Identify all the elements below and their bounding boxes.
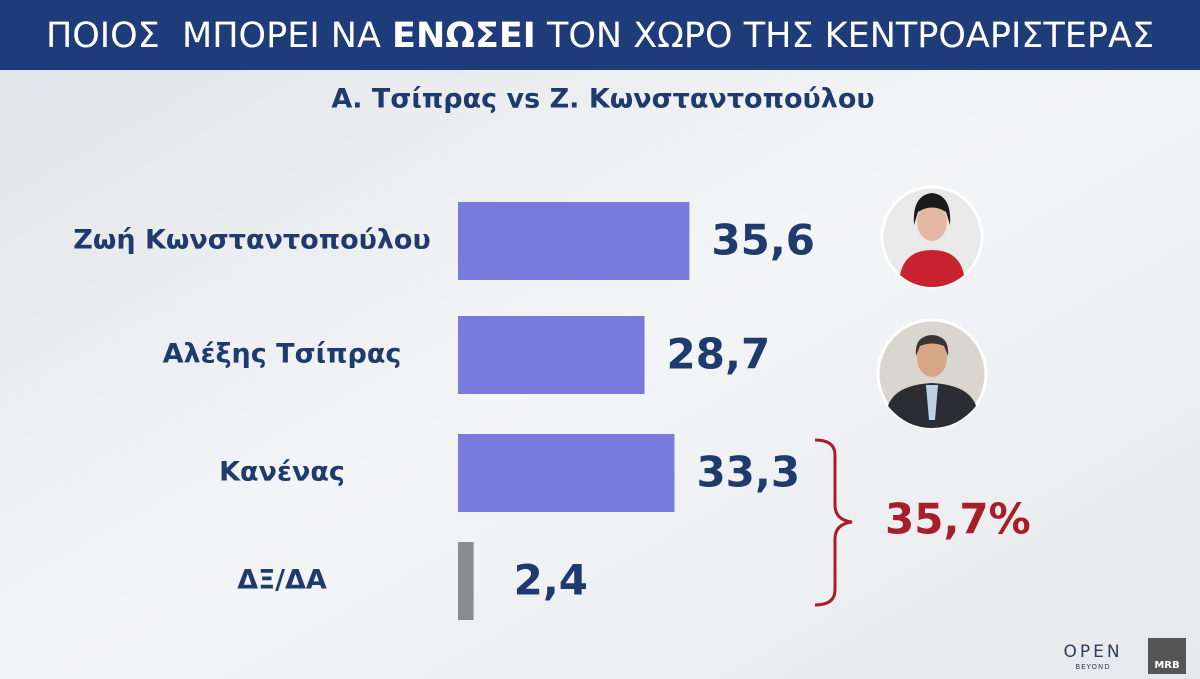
bracket — [814, 438, 853, 607]
value-label: 35,6 — [711, 216, 815, 265]
logo-open: OPEN — [1063, 642, 1122, 662]
bar — [458, 202, 690, 280]
category-label: Ζωή Κωνσταντοπούλου — [73, 225, 430, 256]
bar — [458, 434, 675, 512]
annotation: 35,7% — [885, 495, 1031, 544]
title-part: ΠΟΙΟΣ ΜΠΟΡΕΙ ΝΑ — [46, 16, 392, 56]
title-part: ΕΝΩΣΕΙ — [392, 16, 536, 56]
category-label: Αλέξης Τσίπρας — [163, 339, 402, 370]
photo-tsipras — [876, 318, 988, 430]
logo-beyond: BEYOND — [1075, 663, 1110, 671]
value-label: 2,4 — [514, 556, 588, 605]
header-bar — [0, 0, 1200, 70]
logo-mrb-box — [1148, 638, 1186, 674]
bar — [458, 542, 474, 620]
photo-konstantopoulou — [880, 185, 984, 289]
chart-subtitle: Α. Τσίπρας vs Ζ. Κωνσταντοπούλου — [331, 84, 874, 115]
logo-mrb: MRB — [1154, 660, 1179, 671]
category-label: ΔΞ/ΔΑ — [237, 565, 327, 596]
value-label: 28,7 — [667, 330, 771, 379]
chart-title: ΠΟΙΟΣ ΜΠΟΡΕΙ ΝΑ ΕΝΩΣΕΙ ΤΟΝ ΧΩΡΟ ΤΗΣ ΚΕΝΤ… — [46, 16, 1154, 56]
bar — [458, 316, 645, 394]
category-label: Κανένας — [219, 457, 345, 488]
value-label: 33,3 — [696, 448, 800, 497]
title-part: ΤΟΝ ΧΩΡΟ ΤΗΣ ΚΕΝΤΡΟΑΡΙΣΤΕΡΑΣ — [536, 16, 1154, 56]
